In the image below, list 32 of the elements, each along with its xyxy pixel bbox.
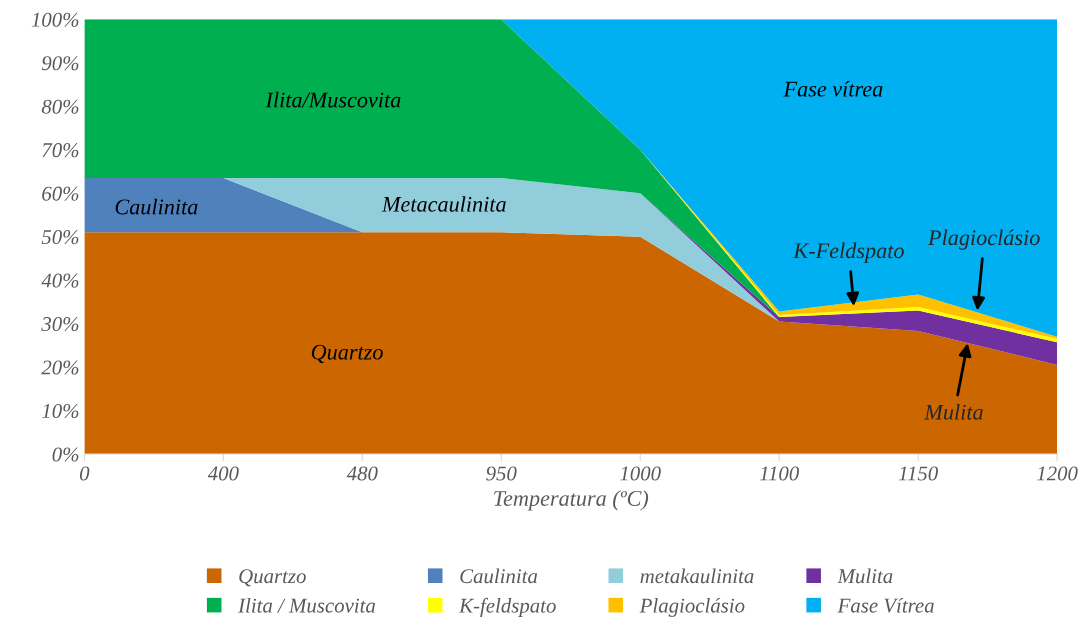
x-tick-label: 1150 (898, 466, 938, 481)
annotation: Ilita/Muscovita (265, 91, 401, 108)
y-tick-label: 60% (42, 186, 79, 201)
y-tick-label: 40% (41, 273, 79, 288)
y-tick-label: 70% (42, 143, 79, 158)
annotation: Caulinita (115, 198, 198, 215)
annotation: Fase vítrea (783, 80, 883, 97)
legend-label: Quartzo (239, 569, 306, 587)
legend-label: Caulinita (460, 568, 538, 584)
x-tick-label: 0 (79, 466, 90, 481)
x-tick-label: 480 (346, 466, 378, 481)
y-tick-label: 50% (41, 230, 79, 245)
x-tick-label: 400 (207, 466, 239, 481)
legend-label: metakaulinita (640, 568, 754, 584)
y-tick-label: 30% (41, 316, 79, 332)
x-axis-title: Temperatura (ºC) (494, 490, 649, 511)
legend-label: Plagioclásio (639, 597, 745, 617)
legend-label: Ilita / Muscovita (238, 597, 376, 613)
x-tick-label: 1100 (759, 466, 799, 481)
y-tick-label: 0% (52, 447, 79, 462)
x-tick-label: 1000 (620, 466, 661, 481)
annotation: Metacaulinita (381, 196, 506, 212)
legend-label: Mulita (837, 568, 893, 584)
y-tick-label: 80% (41, 99, 79, 114)
legend-label: K-feldspato (458, 597, 556, 617)
x-tick-label: 950 (486, 466, 517, 481)
y-tick-label: 20% (41, 360, 79, 375)
x-tick-label: 1200 (1037, 466, 1078, 481)
y-tick-label: 100% (31, 12, 79, 27)
y-tick-label: 90% (41, 56, 79, 71)
y-tick-label: 10% (42, 403, 79, 419)
legend-label: Fase Vítrea (837, 597, 934, 613)
